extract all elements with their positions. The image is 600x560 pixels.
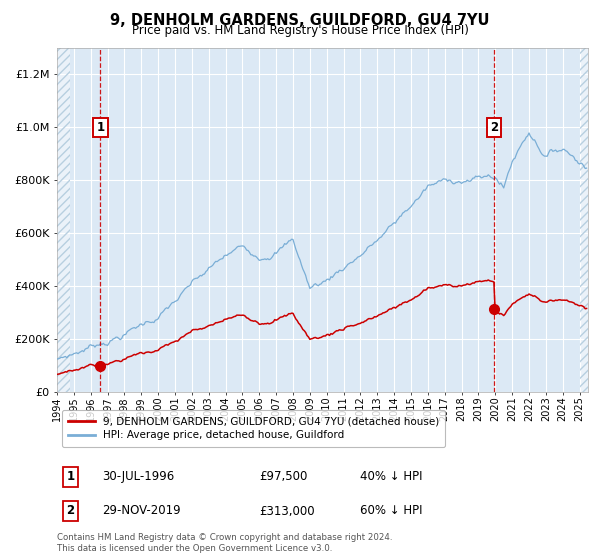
Text: Contains HM Land Registry data © Crown copyright and database right 2024.
This d: Contains HM Land Registry data © Crown c… [57, 533, 392, 553]
Text: 9, DENHOLM GARDENS, GUILDFORD, GU4 7YU: 9, DENHOLM GARDENS, GUILDFORD, GU4 7YU [110, 13, 490, 28]
Text: 29-NOV-2019: 29-NOV-2019 [102, 505, 181, 517]
Text: £97,500: £97,500 [259, 470, 307, 483]
Text: 60% ↓ HPI: 60% ↓ HPI [359, 505, 422, 517]
Text: 2: 2 [490, 120, 498, 134]
Text: £313,000: £313,000 [259, 505, 314, 517]
Text: Price paid vs. HM Land Registry's House Price Index (HPI): Price paid vs. HM Land Registry's House … [131, 24, 469, 36]
Text: 30-JUL-1996: 30-JUL-1996 [102, 470, 175, 483]
Legend: 9, DENHOLM GARDENS, GUILDFORD, GU4 7YU (detached house), HPI: Average price, det: 9, DENHOLM GARDENS, GUILDFORD, GU4 7YU (… [62, 410, 445, 447]
Text: 40% ↓ HPI: 40% ↓ HPI [359, 470, 422, 483]
Text: 1: 1 [97, 120, 104, 134]
Text: 1: 1 [66, 470, 74, 483]
Text: 2: 2 [66, 505, 74, 517]
